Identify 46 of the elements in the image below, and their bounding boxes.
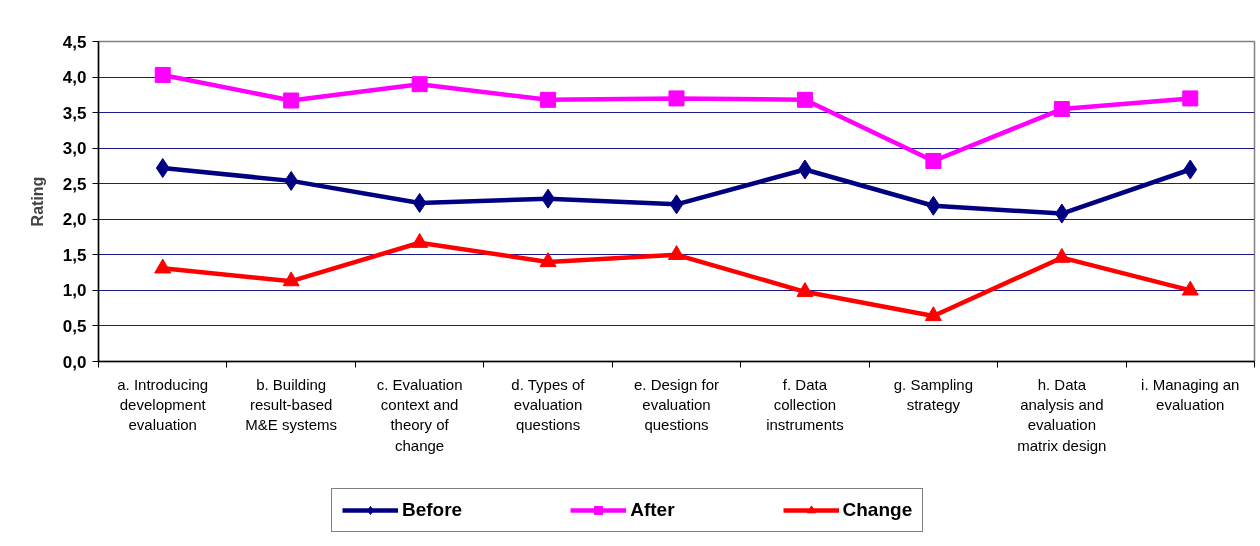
point	[154, 66, 171, 83]
point	[282, 271, 300, 287]
point	[796, 91, 813, 108]
x-tick-label: h. Data analysis and evaluation matrix design	[1017, 375, 1107, 454]
y-tick-label: 0,0	[62, 352, 87, 372]
point	[668, 245, 685, 260]
point	[411, 233, 429, 248]
y-axis-title: Rating	[28, 176, 46, 227]
point	[1183, 159, 1198, 180]
point	[669, 194, 684, 215]
point	[154, 258, 172, 274]
point	[540, 91, 557, 108]
y-tick-label: 1,5	[62, 245, 87, 265]
point	[1182, 90, 1199, 107]
y-tick-label: 2,0	[62, 210, 87, 230]
point	[926, 195, 941, 216]
point	[1181, 280, 1199, 296]
legend-label: Change	[842, 499, 913, 521]
y-tick-label: 3,5	[62, 103, 87, 123]
point	[155, 158, 170, 179]
y-tick-label: 2,5	[62, 174, 87, 194]
y-tick-label: 4,0	[62, 68, 87, 88]
x-tick-label: i. Managing an evaluation	[1141, 375, 1240, 413]
x-tick-label: g. Sampling strategy	[893, 375, 973, 413]
point	[668, 90, 685, 107]
point	[1053, 101, 1070, 118]
legend-label: Before	[402, 499, 463, 521]
legend-label: After	[630, 499, 675, 521]
x-tick-label: b. Building result-based M&E systems	[245, 375, 338, 434]
y-tick-label: 0,5	[62, 316, 87, 336]
point	[1053, 247, 1071, 263]
x-tick-label: f. Data collection instruments	[766, 375, 844, 434]
x-tick-label: a. Introducing development evaluation	[117, 375, 209, 434]
point	[925, 152, 942, 169]
point	[412, 192, 427, 213]
point	[924, 306, 942, 322]
point	[539, 252, 557, 268]
x-tick-label: d. Types of evaluation questions	[511, 375, 586, 434]
point	[411, 76, 428, 93]
y-tick-label: 1,0	[62, 281, 87, 301]
point	[283, 92, 300, 109]
y-tick-label: 4,5	[62, 32, 87, 52]
y-tick-label: 3,0	[62, 139, 87, 159]
x-tick-label: e. Design for evaluation questions	[633, 375, 720, 434]
point	[796, 282, 814, 297]
x-tick-label: c. Evaluation context and theory of change	[376, 375, 463, 454]
